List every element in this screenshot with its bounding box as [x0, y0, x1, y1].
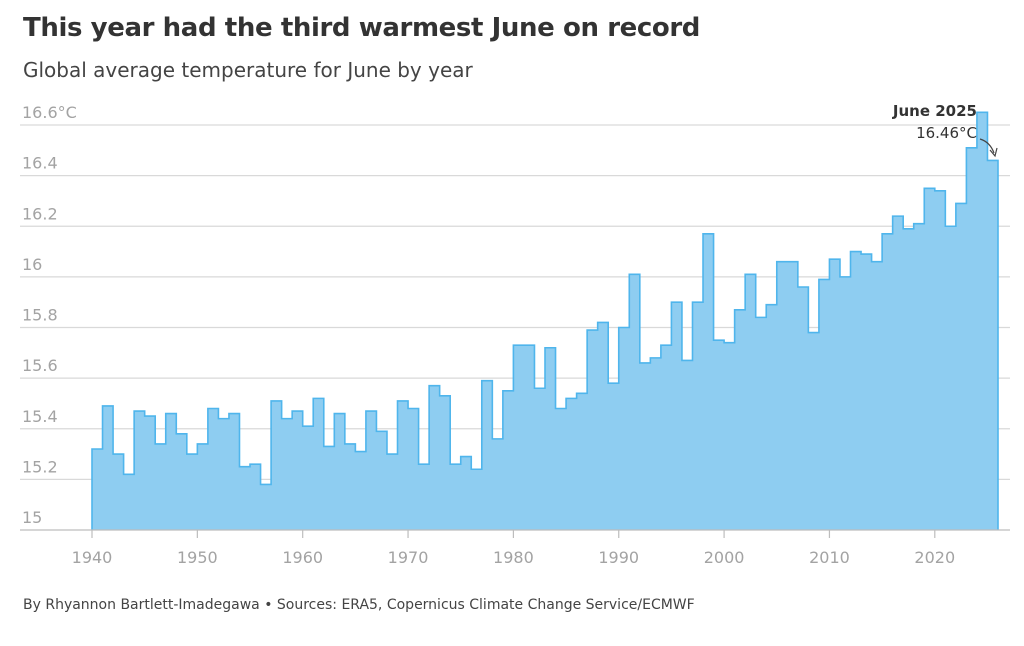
- y-tick-label: 15: [22, 508, 42, 527]
- annotation-value: 16.46°C: [916, 124, 977, 142]
- y-tick-label: 16.6°C: [22, 103, 77, 122]
- chart-credit: By Rhyannon Bartlett-Imadegawa • Sources…: [23, 597, 695, 613]
- y-tick-label: 15.8: [22, 306, 58, 325]
- annotation-june-2025: June 2025 16.46°C: [892, 102, 998, 158]
- y-axis-labels: 15 15.2 15.4 15.6 15.8 16 16.2 16.4 16.6°C: [22, 103, 77, 527]
- annotation-arrowhead: [989, 147, 998, 158]
- temperature-step-line: [91, 111, 999, 530]
- x-tick-label: 1980: [493, 548, 534, 567]
- y-tick-label: 16.2: [22, 204, 58, 223]
- y-tick-label: 15.2: [22, 457, 58, 476]
- x-tick-label: 1960: [282, 548, 323, 567]
- y-tick-label: 16.4: [22, 154, 58, 173]
- temperature-area-fill: [92, 112, 998, 530]
- x-tick-label: 2010: [809, 548, 850, 567]
- annotation-arrow: [979, 138, 995, 154]
- temperature-series: [91, 111, 999, 530]
- x-tick-label: 2000: [704, 548, 745, 567]
- x-axis: 1940 1950 1960 1970 1980 1990 2000 2010 2020: [20, 529, 1010, 567]
- x-tick-label: 1950: [177, 548, 218, 567]
- y-tick-label: 16: [22, 255, 42, 274]
- x-tick-label: 1990: [598, 548, 639, 567]
- x-tick-label: 1940: [72, 548, 113, 567]
- chart-subtitle: Global average temperature for June by y…: [23, 58, 473, 82]
- annotation-title: June 2025: [892, 102, 977, 120]
- y-tick-label: 15.6: [22, 356, 58, 375]
- x-tick-label: 2020: [914, 548, 955, 567]
- x-tick-label: 1970: [388, 548, 429, 567]
- y-tick-label: 15.4: [22, 407, 58, 426]
- chart-title: This year had the third warmest June on …: [23, 13, 700, 43]
